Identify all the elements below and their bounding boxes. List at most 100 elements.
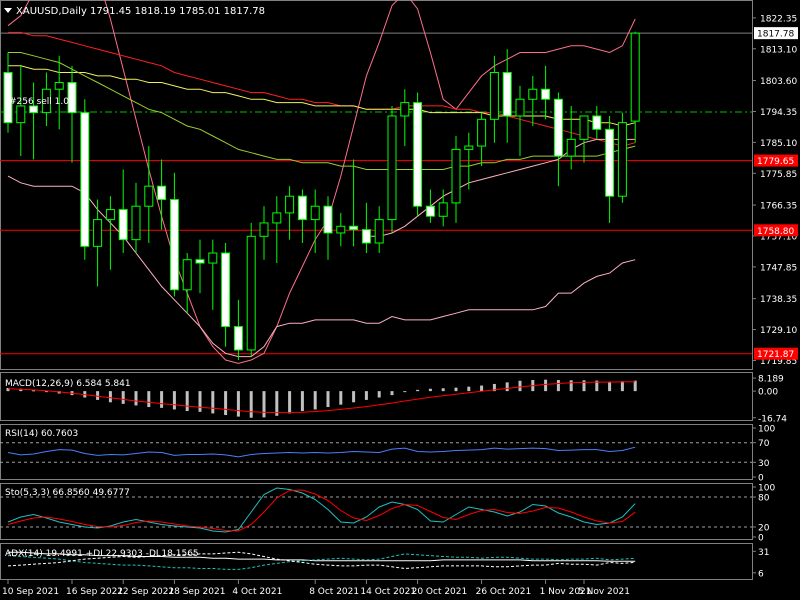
moving-average-red-line <box>8 31 636 147</box>
bear-candle <box>195 259 205 264</box>
macd-histogram-bar <box>569 380 573 392</box>
macd-histogram-bar <box>352 391 356 403</box>
rsi-label: RSI(14) 60.7603 <box>5 429 78 439</box>
bear-candle <box>605 128 615 197</box>
bull-candle <box>259 222 269 237</box>
bull-candle <box>617 122 627 197</box>
indicator-tick-label: 0.00 <box>758 388 778 398</box>
main-panel-frame <box>0 0 753 370</box>
macd-histogram-bar <box>121 391 125 404</box>
moving-average-green-line <box>8 52 636 170</box>
indicator-tick-label: 30 <box>758 459 770 469</box>
current-price-value: 1817.78 <box>757 30 794 40</box>
macd-histogram-bar <box>428 388 432 392</box>
stoch-signal-line <box>7 489 636 532</box>
current-price-tag <box>754 27 798 40</box>
price-tick-label: 1729.10 <box>760 326 797 336</box>
candles <box>3 31 640 360</box>
bear-candle <box>157 185 167 201</box>
macd-histogram-bar <box>454 387 458 392</box>
time-tick-label: 10 Sep 2021 <box>2 587 59 597</box>
bull-candle <box>285 195 295 214</box>
bull-candle <box>477 118 487 147</box>
price-tick-label: 1757.10 <box>760 232 797 242</box>
bull-candle <box>336 225 346 234</box>
macd-histogram-bar <box>518 380 522 392</box>
indicator-tick-label: 100 <box>758 425 775 435</box>
bear-candle <box>297 195 307 221</box>
macd-histogram-bar <box>236 391 240 417</box>
macd-panel-frame <box>0 372 753 421</box>
stoch-main-line <box>7 487 636 533</box>
macd-panel: 8.189 0.00 -16.74 <box>6 375 787 424</box>
bull-candle <box>387 115 397 221</box>
chart-header: XAUUSD,Daily 1791.45 1818.19 1785.01 181… <box>4 6 265 107</box>
indicator-tick-label: 31 <box>758 548 769 558</box>
bull-candle <box>489 72 499 120</box>
macd-histogram-bar <box>390 391 394 396</box>
macd-histogram-bar <box>556 379 560 392</box>
rsi-panel-frame <box>0 424 753 480</box>
bull-candle <box>105 209 115 221</box>
indicator-tick-label: -16.74 <box>758 414 787 424</box>
bear-candle <box>221 252 231 328</box>
bear-candle <box>541 88 551 100</box>
macd-histogram-bar <box>108 391 112 403</box>
minus-di-line <box>7 551 636 570</box>
bull-candle <box>93 219 103 247</box>
time-tick-label: 8 Oct 2021 <box>309 587 359 597</box>
indicator-tick-label: 0 <box>758 474 764 484</box>
macd-histogram-bar <box>441 388 445 392</box>
bear-candle <box>361 229 371 244</box>
macd-histogram-bar <box>96 391 100 400</box>
price-level-value: 1779.65 <box>757 157 794 167</box>
adx-panel-frame <box>0 543 753 580</box>
time-tick-label: 28 Sep 2021 <box>168 587 225 597</box>
macd-histogram-bar <box>377 391 381 398</box>
indicator-tick-label: 0 <box>758 534 764 544</box>
price-tick-label: 1822.35 <box>760 14 797 24</box>
price-tick-label: 1738.35 <box>760 295 797 305</box>
price-level-value: 1721.87 <box>757 350 794 360</box>
price-tick-label: 1785.10 <box>760 139 797 149</box>
stoch-label: Sto(5,3,3) 66.8560 49.6777 <box>5 488 130 498</box>
trade-label: #256 sell 1.00 <box>9 97 75 107</box>
bear-candle <box>233 326 243 351</box>
bull-candle <box>182 259 192 291</box>
macd-histogram-bar <box>249 391 253 418</box>
bear-candle <box>118 209 128 241</box>
macd-histogram-bar <box>326 391 330 408</box>
bull-candle <box>54 82 64 90</box>
upper-band-line <box>366 138 636 237</box>
time-tick-label: 1 Nov 2021 <box>540 587 592 597</box>
price-level-value: 1758.80 <box>757 227 794 237</box>
macd-histogram-bar <box>19 388 23 392</box>
macd-label: MACD(12,26,9) 6.584 5.841 <box>5 379 131 389</box>
price-tick-label: 1813.10 <box>760 45 797 55</box>
price-level-tag <box>754 154 798 167</box>
rsi-panel: 100 70 30 0 <box>0 425 775 484</box>
indicator-tick-label: 8.189 <box>758 375 784 385</box>
time-tick-label: 5 Nov 2021 <box>578 587 630 597</box>
bull-candle <box>310 205 320 221</box>
time-tick-label: 20 Oct 2021 <box>412 587 468 597</box>
bear-candle <box>413 102 423 207</box>
price-tick-label: 1747.85 <box>760 263 797 273</box>
macd-histogram-bar <box>172 391 176 410</box>
price-level-tag <box>754 224 798 237</box>
rsi-line <box>7 446 636 458</box>
macd-histogram-bar <box>595 380 599 392</box>
macd-histogram-bar <box>608 381 612 392</box>
bull-candle <box>579 115 589 140</box>
bear-candle <box>553 98 563 157</box>
time-tick-label: 26 Oct 2021 <box>476 587 532 597</box>
macd-histogram-bar <box>134 391 138 406</box>
macd-histogram-bar <box>300 391 304 412</box>
macd-histogram-bar <box>211 391 215 414</box>
dropdown-triangle-icon[interactable] <box>4 8 12 13</box>
bull-candle <box>400 102 410 117</box>
macd-histogram-bar <box>147 391 151 408</box>
macd-histogram-bar <box>44 391 48 393</box>
